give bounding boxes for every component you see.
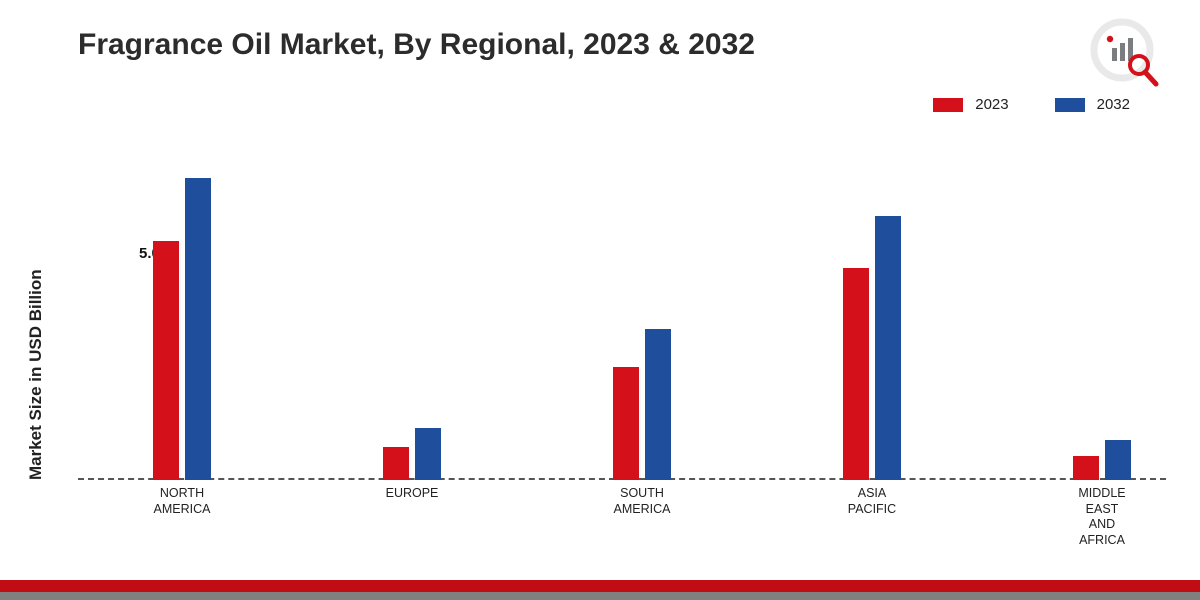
- brand-logo: [1090, 18, 1160, 88]
- x-tick-label: NORTH AMERICA: [154, 486, 211, 517]
- chart-title: Fragrance Oil Market, By Regional, 2023 …: [78, 28, 755, 62]
- bar-group: [383, 428, 441, 480]
- x-tick-label: ASIA PACIFIC: [848, 486, 896, 517]
- bar-2023: [1073, 456, 1099, 480]
- footer-bar-red: [0, 580, 1200, 592]
- footer-bar-grey: [0, 592, 1200, 600]
- plot-area: 5.08: [78, 150, 1166, 480]
- bar-2032: [185, 178, 211, 480]
- x-tick-label: SOUTH AMERICA: [614, 486, 671, 517]
- logo-bar-1: [1112, 48, 1117, 61]
- bar-2023: [613, 367, 639, 480]
- bar-2032: [645, 329, 671, 480]
- magnifier-handle-icon: [1145, 72, 1156, 84]
- bar-2023: [153, 241, 179, 480]
- bar-2032: [415, 428, 441, 480]
- bar-2023: [843, 268, 869, 480]
- legend-item-2023: 2023: [933, 96, 1008, 113]
- chart-canvas: Fragrance Oil Market, By Regional, 2023 …: [0, 0, 1200, 600]
- legend-swatch-2023: [933, 98, 963, 112]
- legend: 2023 2032: [933, 96, 1130, 113]
- legend-label-2032: 2032: [1097, 96, 1130, 113]
- bar-group: [153, 178, 211, 480]
- x-tick-label: EUROPE: [386, 486, 439, 502]
- logo-dot-icon: [1107, 36, 1113, 42]
- bar-2032: [1105, 440, 1131, 480]
- legend-label-2023: 2023: [975, 96, 1008, 113]
- legend-swatch-2032: [1055, 98, 1085, 112]
- logo-bar-2: [1120, 43, 1125, 61]
- bar-group: [1073, 440, 1131, 480]
- bar-2023: [383, 447, 409, 480]
- bar-group: [613, 329, 671, 480]
- bar-2032: [875, 216, 901, 480]
- y-axis-label: Market Size in USD Billion: [26, 269, 46, 480]
- x-tick-label: MIDDLE EAST AND AFRICA: [1078, 486, 1125, 549]
- bar-group: [843, 216, 901, 480]
- legend-item-2032: 2032: [1055, 96, 1130, 113]
